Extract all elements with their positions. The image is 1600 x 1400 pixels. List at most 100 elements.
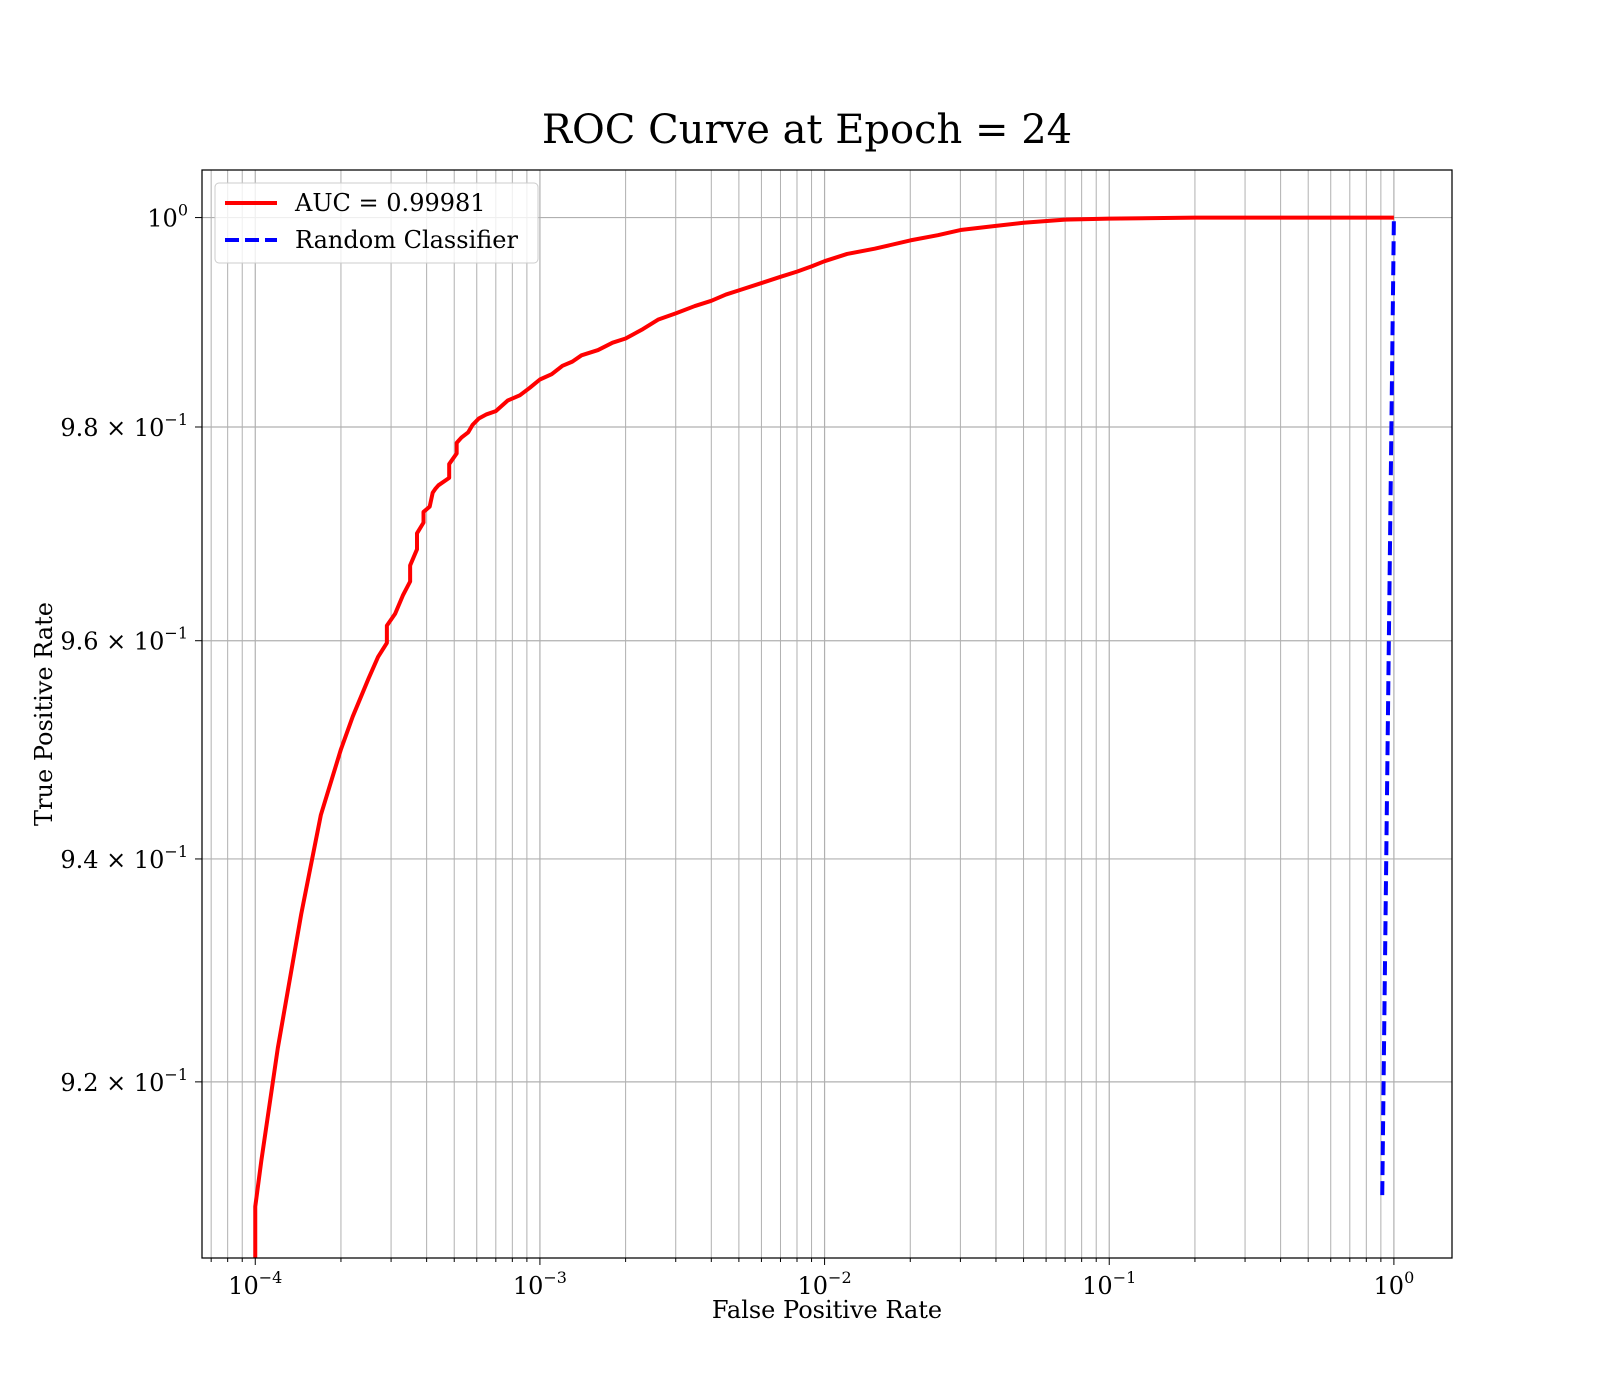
y-tick-mantissa: 9.6 × xyxy=(60,628,134,656)
random-classifier-point xyxy=(1392,321,1393,322)
roc-curve-point xyxy=(1308,217,1309,218)
y-tick-mantissa: 9.8 × xyxy=(60,414,134,442)
x-tick-base: 10 xyxy=(1374,1272,1405,1300)
roc-curve-point xyxy=(625,338,626,339)
roc-curve-point xyxy=(551,374,552,375)
y-tick-base: 10 xyxy=(134,628,165,656)
roc-curve-point xyxy=(423,511,424,512)
x-tick-exponent: 0 xyxy=(1404,1268,1414,1287)
roc-curve-point xyxy=(507,400,508,401)
roc-curve-line xyxy=(253,215,1394,1258)
legend: AUC = 0.99981 Random Classifier xyxy=(214,182,539,264)
random-classifier-point xyxy=(1390,533,1391,534)
roc-curve-point xyxy=(824,261,825,262)
roc-curve-point xyxy=(738,290,739,291)
x-tick-label: 10−3 xyxy=(513,1268,567,1300)
roc-curve-point xyxy=(472,424,473,425)
roc-curve-point xyxy=(402,595,403,596)
x-axis-label: False Positive Rate xyxy=(712,1296,942,1324)
roc-curve-point xyxy=(598,350,599,351)
x-tick-base: 10 xyxy=(798,1272,829,1300)
roc-curve-point xyxy=(612,342,613,343)
y-axis-label: True Positive Rate xyxy=(30,602,58,826)
roc-curve-point xyxy=(874,248,875,249)
roc-curve-point xyxy=(1065,219,1066,220)
roc-curve-point xyxy=(432,492,433,493)
legend-box xyxy=(214,182,539,264)
x-tick-label: 10−4 xyxy=(228,1268,282,1300)
roc-curve-point xyxy=(486,414,487,415)
legend-label-auc: AUC = 0.99981 xyxy=(294,189,486,217)
roc-curve-point xyxy=(847,253,848,254)
y-tick-base: 10 xyxy=(147,205,178,233)
roc-curve-point xyxy=(694,306,695,307)
x-tick-label: 10−1 xyxy=(1082,1268,1136,1300)
y-tick-label: 9.4 × 10−1 xyxy=(60,842,188,874)
roc-curve-point xyxy=(456,453,457,454)
x-tick-base: 10 xyxy=(1082,1272,1113,1300)
x-tick-label: 100 xyxy=(1374,1268,1415,1300)
y-tick-base: 10 xyxy=(134,846,165,874)
roc-curve-point xyxy=(435,488,436,489)
roc-curve-point xyxy=(642,329,643,330)
roc-curve-point xyxy=(352,716,353,717)
roc-curve-point xyxy=(539,379,540,380)
roc-curve-point xyxy=(468,432,469,433)
plot-frame xyxy=(201,169,1453,1259)
roc-curve-point xyxy=(711,300,712,301)
series-layer xyxy=(253,215,1396,1258)
roc-curve-point xyxy=(386,625,387,626)
random-classifier-point xyxy=(1387,749,1388,750)
y-tick-exponent: 0 xyxy=(178,201,188,220)
roc-curve-point xyxy=(378,656,379,657)
roc-curve-point xyxy=(796,271,797,272)
roc-curve-point xyxy=(410,581,411,582)
chart-title: ROC Curve at Epoch = 24 xyxy=(542,107,1072,153)
roc-curve-point xyxy=(456,442,457,443)
y-tick-label: 9.6 × 10−1 xyxy=(60,624,188,656)
roc-curve-point xyxy=(301,914,302,915)
roc-curve-point xyxy=(423,522,424,523)
roc-curve-point xyxy=(1109,218,1110,219)
roc-curve-point xyxy=(1023,222,1024,223)
y-tick-base: 10 xyxy=(134,1069,165,1097)
roc-curve-point xyxy=(449,464,450,465)
roc-curve-point xyxy=(449,477,450,478)
x-tick-base: 10 xyxy=(228,1272,259,1300)
y-tick-exponent: −1 xyxy=(164,842,188,861)
roc-curve-point xyxy=(1194,217,1195,218)
roc-curve-point xyxy=(395,613,396,614)
grid xyxy=(202,170,1452,1258)
roc-curve-point xyxy=(277,1048,278,1049)
y-tick-label: 100 xyxy=(147,201,188,233)
roc-curve-point xyxy=(461,437,462,438)
roc-curve-point xyxy=(761,283,762,284)
y-tick-exponent: −1 xyxy=(164,410,188,429)
random-classifier-line xyxy=(1380,217,1396,1196)
legend-label-random: Random Classifier xyxy=(295,226,518,254)
x-tick-base: 10 xyxy=(513,1272,544,1300)
roc-curve-point xyxy=(368,678,369,679)
x-tick-exponent: −4 xyxy=(259,1268,283,1287)
roc-curve-point xyxy=(780,276,781,277)
roc-curve-point xyxy=(811,266,812,267)
roc-curve-point xyxy=(995,225,996,226)
x-tick-exponent: −1 xyxy=(1113,1268,1137,1287)
roc-curve-point xyxy=(960,230,961,231)
random-classifier-point xyxy=(1382,1195,1383,1196)
x-tick-label: 10−2 xyxy=(798,1268,852,1300)
roc-curve-point xyxy=(261,1161,262,1162)
roc-curve-point xyxy=(675,313,676,314)
roc-curve-point xyxy=(910,240,911,241)
roc-curve-point xyxy=(417,549,418,550)
y-tick-mantissa: 9.4 × xyxy=(60,846,134,874)
roc-curve-point xyxy=(320,814,321,815)
roc-curve-point xyxy=(529,387,530,388)
y-tick-label: 9.8 × 10−1 xyxy=(60,410,188,442)
roc-curve-point xyxy=(255,1206,256,1207)
roc-curve-point xyxy=(495,411,496,412)
random-classifier-point xyxy=(1384,969,1385,970)
y-tick-base: 10 xyxy=(134,414,165,442)
